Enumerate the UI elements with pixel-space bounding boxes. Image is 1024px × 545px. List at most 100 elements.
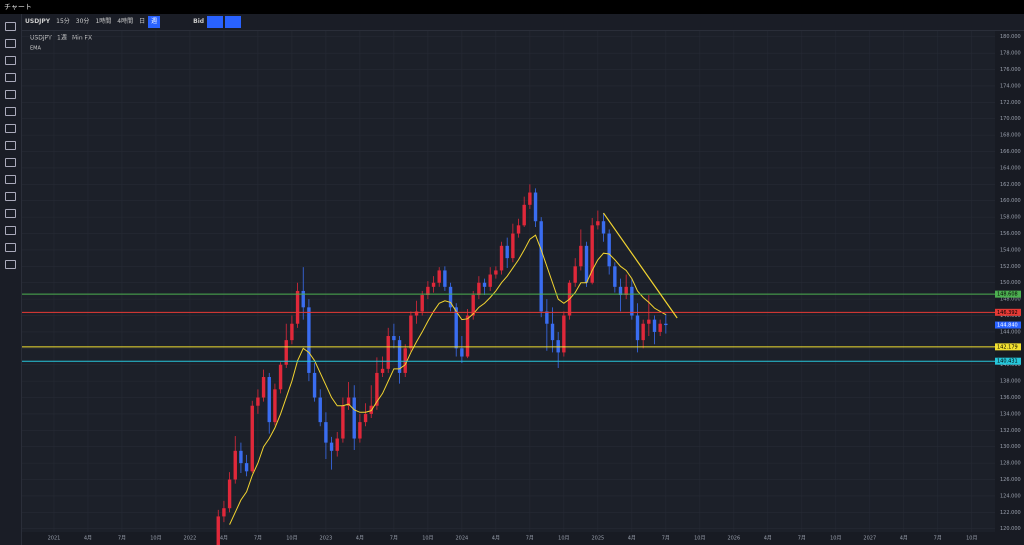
tool[interactable] [5,107,16,116]
interval[interactable]: 日 [139,18,146,25]
candle-body [460,348,464,357]
level-label: 140.431 [997,359,1018,365]
candle-body [233,450,237,480]
ema-line [229,234,667,525]
candle-body [363,413,368,423]
candle-body [607,233,611,267]
candle-body [392,336,396,341]
candle-body [375,372,379,406]
y-tick-label: 160.000 [1000,198,1021,204]
interval[interactable]: 15分 [56,18,70,25]
candle-body [477,282,481,296]
candle-body [414,311,419,316]
y-tick-label: 168.000 [1000,133,1021,139]
y-tick-label: 140.000 [1000,362,1021,368]
symbol[interactable]: USDJPY [25,18,51,25]
tool[interactable] [5,73,16,82]
y-tick-label: 144.000 [1000,329,1021,335]
candle-body [397,340,402,373]
legend-symbol: USDJPY [30,35,52,42]
level-tag [995,357,1021,365]
y-tick-label: 136.000 [1000,395,1021,401]
tool[interactable] [5,243,16,252]
price-type[interactable]: Bid [193,18,205,25]
candle-body [618,286,623,296]
x-tick-label: 7月 [118,536,126,542]
candle-body [352,397,356,439]
x-tick-label: 2025 [591,536,604,542]
candle-body [256,397,260,406]
candle-body [284,340,288,365]
x-tick-label: 2021 [48,536,61,542]
candle-body [573,266,577,283]
candle-body [431,282,436,287]
x-tick-label: 7月 [526,536,534,542]
legend-interval: 1週 [57,34,67,42]
x-tick-label: 7月 [662,536,670,542]
candle-body [216,516,220,545]
candle-body [278,364,283,390]
candle-body [329,442,334,451]
candle-body [318,397,322,423]
x-tick-label: 4月 [764,536,772,542]
interval[interactable]: 週 [148,16,161,28]
candle-body [250,405,254,472]
candle-body [307,307,311,373]
candle-body [550,323,555,341]
tool[interactable] [5,39,16,48]
x-tick-label: 4月 [84,536,92,542]
tool[interactable] [5,90,16,99]
candle-body [312,372,317,398]
tool[interactable] [5,226,16,235]
candle-body [511,233,515,259]
candle-body [437,270,441,283]
tool[interactable] [5,22,16,31]
tool[interactable] [5,260,16,269]
tool[interactable] [5,175,16,184]
candle-body [409,315,413,349]
candle-body [516,225,521,234]
time-axis [22,532,995,545]
tool[interactable] [5,141,16,150]
candle-body [454,307,458,349]
candle-body [658,323,662,332]
interval[interactable]: 4時間 [117,18,134,25]
candle-body [471,295,475,316]
x-tick-label: 10月 [286,536,297,542]
candle-body [358,422,362,439]
chart-style[interactable] [207,16,224,28]
interval[interactable]: 1時間 [95,18,112,25]
candle-body [301,290,305,308]
candle-body [267,377,271,423]
chart-style[interactable] [225,16,242,28]
candle-body [562,315,566,353]
tool[interactable] [5,209,16,218]
tool[interactable] [5,56,16,65]
candle-body [494,270,498,275]
interval[interactable]: 30分 [75,18,90,25]
candle-body [601,221,606,234]
last-price-tag [995,321,1021,329]
x-tick-label: 10月 [694,536,705,542]
y-tick-label: 132.000 [1000,428,1021,434]
tool[interactable] [5,158,16,167]
y-tick-label: 174.000 [1000,83,1021,89]
level-label: 142.179 [997,344,1018,350]
candle-body [522,204,526,226]
candle-body [448,286,453,308]
y-tick-label: 120.000 [1000,526,1021,532]
level-label: 146.392 [997,310,1018,316]
candle-body [528,192,532,205]
tool[interactable] [5,124,16,133]
candle-body [346,397,351,406]
y-tick-label: 158.000 [1000,215,1021,221]
x-tick-label: 10月 [558,536,569,542]
x-tick-label: 7月 [390,536,398,542]
candle-body [630,286,634,316]
candle-body [227,479,232,509]
x-tick-label: 10月 [150,536,161,542]
y-tick-label: 162.000 [1000,182,1021,188]
tool[interactable] [5,192,16,201]
